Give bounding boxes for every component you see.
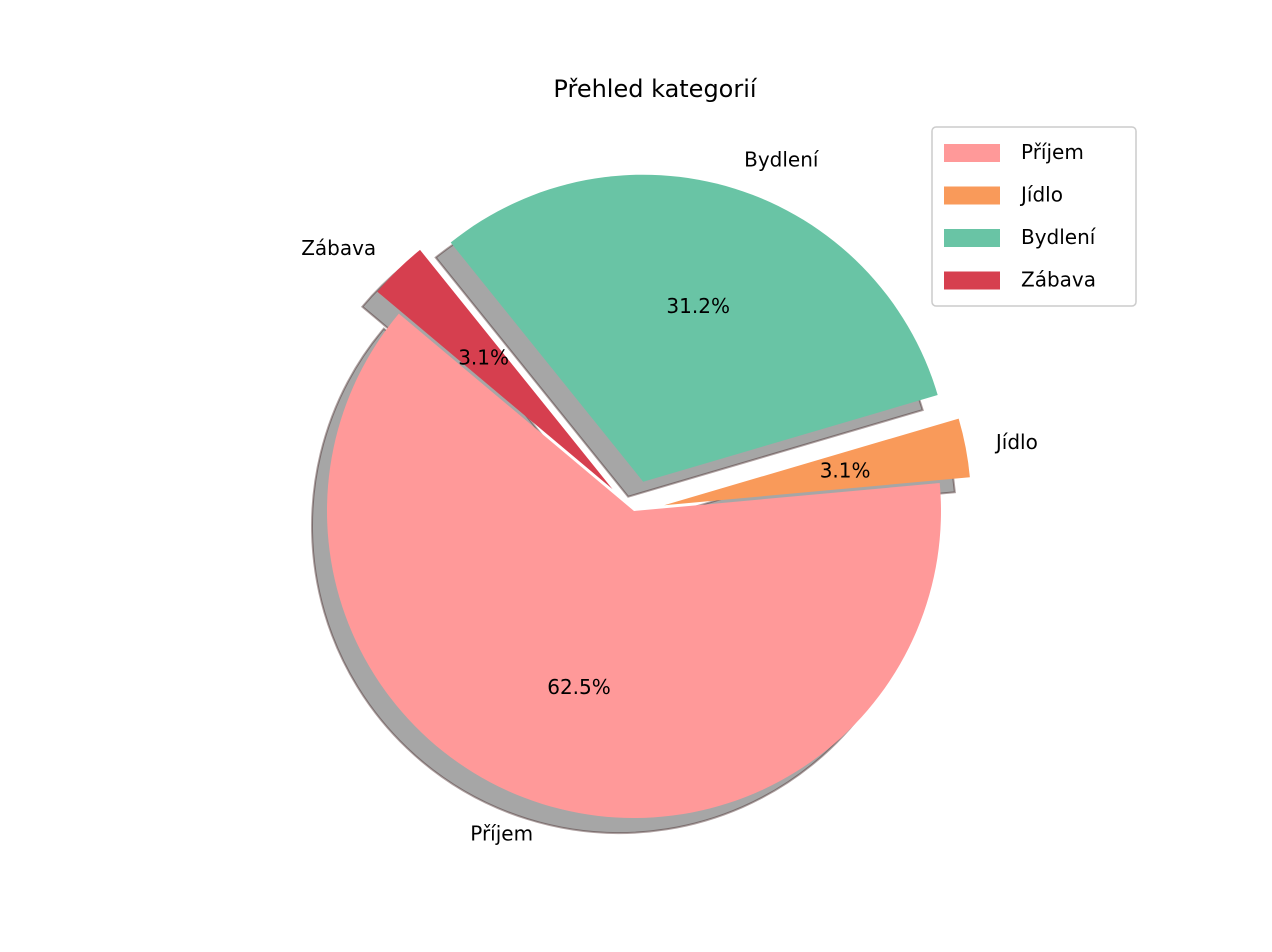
label-jidlo: Jídlo bbox=[994, 430, 1038, 454]
label-bydleni: Bydlení bbox=[744, 147, 820, 171]
percent-label-prijem: 62.5% bbox=[547, 675, 611, 699]
legend-frame bbox=[931, 126, 1137, 307]
percent-label-jidlo: 3.1% bbox=[820, 459, 871, 483]
chart-title: Přehled kategorií bbox=[553, 75, 757, 103]
label-zabava: Zábava bbox=[301, 236, 376, 260]
label-prijem: Příjem bbox=[470, 821, 533, 845]
slice-prijem bbox=[326, 313, 941, 818]
legend-label-bydleni: Bydlení bbox=[1021, 225, 1097, 249]
legend-label-jidlo: Jídlo bbox=[1019, 183, 1063, 207]
legend-swatch-bydleni bbox=[944, 229, 1000, 247]
legend-label-prijem: Příjem bbox=[1021, 140, 1084, 164]
percent-labels: 62.5% 3.1% 31.2% 3.1% bbox=[458, 294, 870, 699]
legend-label-zabava: Zábava bbox=[1021, 268, 1096, 292]
legend-swatch-prijem bbox=[944, 144, 1000, 162]
legend-swatch-jidlo bbox=[944, 186, 1000, 205]
slice-zabava bbox=[377, 249, 613, 490]
percent-label-bydleni: 31.2% bbox=[666, 294, 730, 318]
slice-bydleni bbox=[450, 174, 938, 482]
legend: Příjem Jídlo Bydlení Zábava bbox=[931, 126, 1137, 307]
category-labels: Příjem Jídlo Bydlení Zábava bbox=[301, 147, 1038, 845]
legend-swatch-zabava bbox=[944, 271, 1000, 290]
percent-label-zabava: 3.1% bbox=[458, 346, 509, 370]
slices bbox=[326, 174, 970, 818]
slice-jidlo bbox=[664, 418, 970, 506]
